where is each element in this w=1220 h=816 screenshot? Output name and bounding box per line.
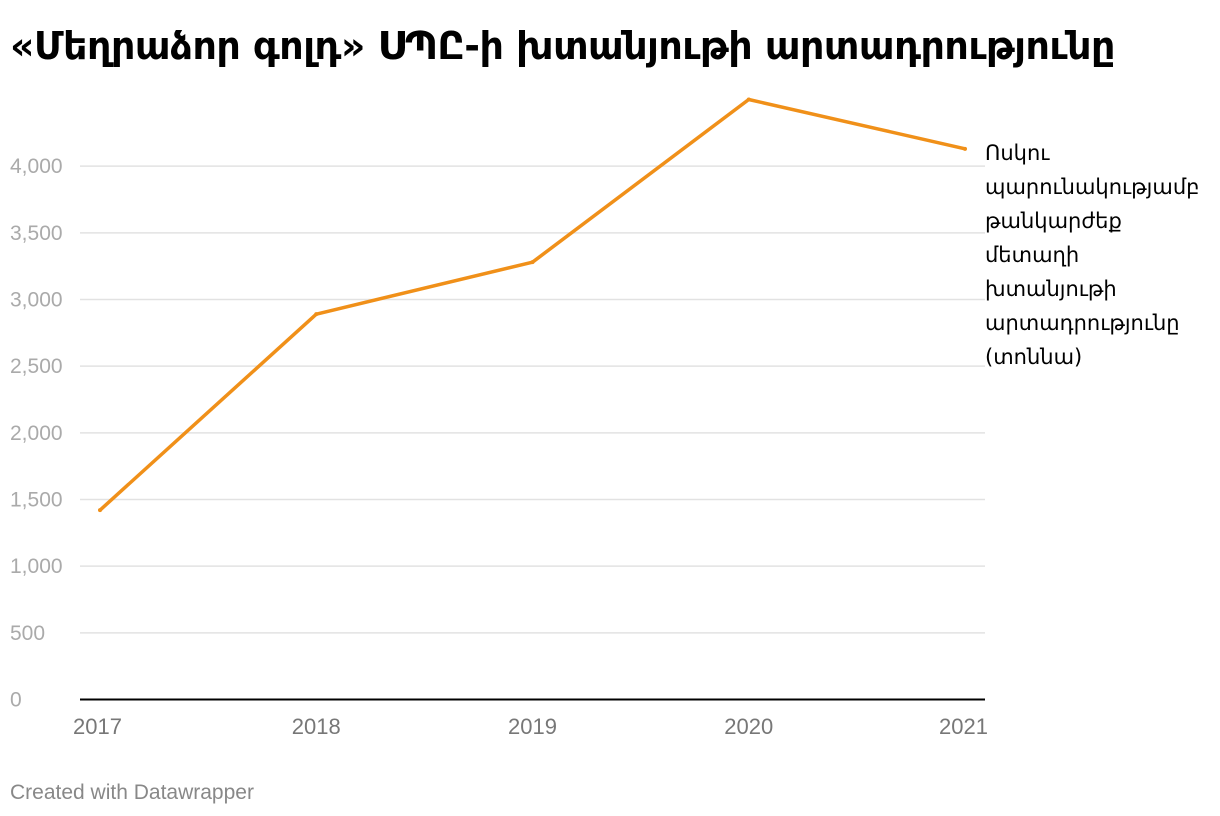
x-axis-ticks: 2017 2018 2019 2020 2021 xyxy=(73,714,988,739)
series-label-line: արտադրությունը xyxy=(985,311,1180,335)
data-point xyxy=(746,97,751,102)
y-tick-label: 1,500 xyxy=(10,489,63,512)
series-line xyxy=(98,97,967,512)
data-point xyxy=(314,312,319,317)
y-tick-label: 500 xyxy=(10,622,45,645)
series-label-line: պարունակությամբ xyxy=(985,175,1199,199)
series-label-line: (տոննա) xyxy=(985,345,1082,369)
y-tick-label: 3,000 xyxy=(10,289,63,312)
data-point xyxy=(98,508,102,513)
chart-title: «Մեղրաձոր գոլդ» ՍՊԸ-ի խտանյութի արտադրու… xyxy=(10,24,1115,68)
x-tick-label: 2018 xyxy=(292,714,341,739)
gridlines xyxy=(80,165,985,634)
data-point xyxy=(963,146,967,151)
y-tick-label: 3,500 xyxy=(10,222,63,245)
y-tick-label: 0 xyxy=(10,689,22,712)
series-label-line: խտանյութի xyxy=(985,277,1117,301)
y-tick-label: 2,500 xyxy=(10,355,63,378)
series-layer xyxy=(98,97,967,513)
x-tick-label: 2017 xyxy=(73,714,122,739)
series-direct-label: Ոսկու պարունակությամբ թանկարժեք մետաղի խտանյ… xyxy=(985,141,1199,369)
series-label-line: թանկարժեք xyxy=(985,209,1122,233)
series-label-line: մետաղի xyxy=(985,243,1079,267)
x-tick-label: 2019 xyxy=(508,714,557,739)
footer-credit: Created with Datawrapper xyxy=(10,781,254,804)
x-tick-label: 2020 xyxy=(724,714,773,739)
series-label-line: Ոսկու xyxy=(985,141,1050,165)
x-tick-label: 2021 xyxy=(939,714,988,739)
series-label: Ոսկու պարունակությամբ թանկարժեք մետաղի խտանյ… xyxy=(985,141,1199,369)
y-tick-label: 2,000 xyxy=(10,422,63,445)
y-axis-ticks: 4,000 3,500 3,000 2,500 2,000 1,500 1,000 500 0 xyxy=(10,155,63,711)
y-tick-label: 1,000 xyxy=(10,555,63,578)
y-tick-label: 4,000 xyxy=(10,155,63,178)
data-point xyxy=(530,260,535,265)
